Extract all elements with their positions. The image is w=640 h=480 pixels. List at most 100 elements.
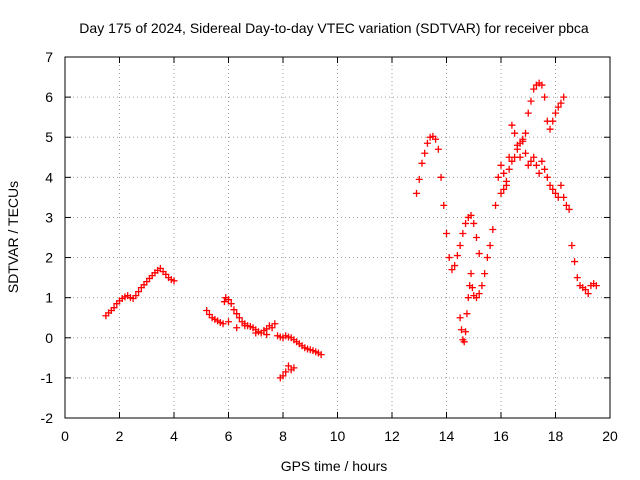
data-point xyxy=(459,229,467,237)
data-point xyxy=(268,324,276,332)
series-segment-2 xyxy=(203,294,279,339)
data-point xyxy=(434,145,442,153)
y-tick-label: 3 xyxy=(45,209,53,225)
data-point xyxy=(522,149,530,157)
data-point xyxy=(519,135,527,143)
data-point xyxy=(557,181,565,189)
x-tick-label: 4 xyxy=(170,428,178,444)
data-point xyxy=(541,165,549,173)
data-point xyxy=(457,326,465,334)
data-point xyxy=(252,329,260,337)
data-point xyxy=(492,201,500,209)
data-point xyxy=(481,270,489,278)
data-point xyxy=(508,121,516,129)
data-point xyxy=(571,258,579,266)
data-point xyxy=(511,129,519,137)
data-point xyxy=(568,242,576,250)
data-point xyxy=(592,282,600,290)
data-point xyxy=(415,175,423,183)
y-axis-label: SDTVAR / TECUs xyxy=(5,181,21,293)
data-point xyxy=(524,109,532,117)
data-point xyxy=(486,242,494,250)
data-point xyxy=(527,157,535,165)
chart-title: Day 175 of 2024, Sidereal Day-to-day VTE… xyxy=(79,20,589,36)
y-tick-label: 7 xyxy=(45,49,53,65)
data-point xyxy=(440,201,448,209)
data-point xyxy=(230,306,238,314)
data-point xyxy=(546,181,554,189)
y-tick-label: 0 xyxy=(45,330,53,346)
data-point xyxy=(508,157,516,165)
data-point xyxy=(527,97,535,105)
data-point xyxy=(170,277,178,285)
series-segment-4 xyxy=(413,132,483,274)
data-point xyxy=(522,129,530,137)
x-tick-label: 0 xyxy=(61,428,69,444)
x-tick-label: 18 xyxy=(548,428,564,444)
data-point xyxy=(497,161,505,169)
data-point xyxy=(472,294,480,302)
data-point xyxy=(225,296,232,304)
data-point xyxy=(472,234,480,241)
data-point xyxy=(437,173,445,181)
y-tick-label: -2 xyxy=(41,410,54,426)
series-segment-6 xyxy=(497,135,600,298)
data-point xyxy=(584,290,592,298)
data-point xyxy=(225,318,232,326)
data-point xyxy=(538,157,546,165)
data-point xyxy=(423,139,431,147)
data-point xyxy=(475,250,483,258)
data-point xyxy=(573,274,581,282)
data-point xyxy=(552,109,559,117)
data-point xyxy=(470,219,478,227)
data-point xyxy=(453,252,461,260)
data-point xyxy=(418,159,426,167)
y-tick-label: 2 xyxy=(45,250,53,266)
data-point xyxy=(220,298,228,306)
data-point xyxy=(530,85,538,93)
data-point xyxy=(511,153,519,161)
x-axis-label: GPS time / hours xyxy=(281,458,388,474)
data-point xyxy=(549,117,557,125)
data-point xyxy=(284,362,292,370)
series-segment-3 xyxy=(274,332,325,382)
data-point xyxy=(135,288,143,296)
data-point xyxy=(463,310,471,318)
data-point xyxy=(317,351,325,359)
data-point xyxy=(413,189,421,197)
data-point xyxy=(290,364,298,372)
data-point xyxy=(110,304,118,312)
data-point xyxy=(456,314,464,322)
data-point xyxy=(560,193,568,201)
data-point xyxy=(505,165,513,173)
data-point xyxy=(581,286,589,294)
data-point xyxy=(219,320,227,328)
data-point xyxy=(464,294,472,302)
data-point xyxy=(282,368,290,376)
data-point xyxy=(462,328,470,336)
series-segment-1 xyxy=(102,264,178,320)
data-point xyxy=(546,125,554,133)
data-point xyxy=(451,262,459,270)
data-point xyxy=(478,282,486,290)
data-point xyxy=(460,338,468,346)
data-point xyxy=(497,189,505,197)
data-point xyxy=(421,149,429,157)
data-point xyxy=(233,310,241,318)
data-point xyxy=(203,307,211,315)
x-tick-label: 12 xyxy=(384,428,400,444)
data-point xyxy=(432,135,440,143)
data-point xyxy=(241,322,249,330)
data-point xyxy=(235,314,243,322)
data-point xyxy=(500,185,508,193)
data-point xyxy=(500,169,508,177)
y-tick-label: 4 xyxy=(45,169,53,185)
data-point xyxy=(554,103,562,111)
data-point xyxy=(562,201,570,209)
x-tick-label: 20 xyxy=(602,428,618,444)
data-point xyxy=(535,169,543,177)
data-point xyxy=(279,372,287,380)
y-tick-label: 5 xyxy=(45,129,53,145)
